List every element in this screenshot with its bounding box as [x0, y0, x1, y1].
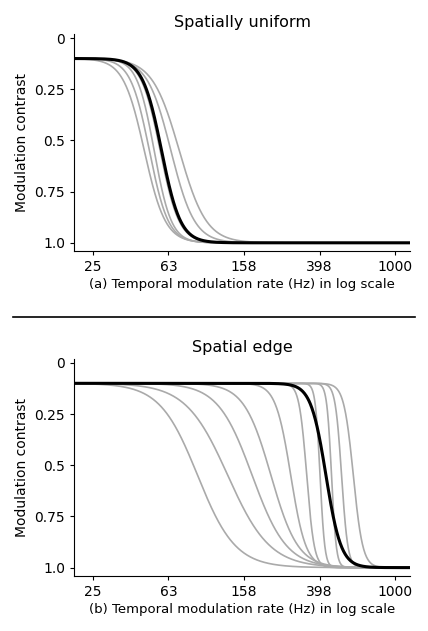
X-axis label: (a) Temporal modulation rate (Hz) in log scale: (a) Temporal modulation rate (Hz) in log…	[89, 278, 395, 291]
X-axis label: (b) Temporal modulation rate (Hz) in log scale: (b) Temporal modulation rate (Hz) in log…	[89, 603, 395, 616]
Title: Spatially uniform: Spatially uniform	[174, 15, 311, 30]
Y-axis label: Modulation contrast: Modulation contrast	[15, 398, 29, 537]
Y-axis label: Modulation contrast: Modulation contrast	[15, 73, 29, 212]
Title: Spatial edge: Spatial edge	[192, 340, 293, 355]
